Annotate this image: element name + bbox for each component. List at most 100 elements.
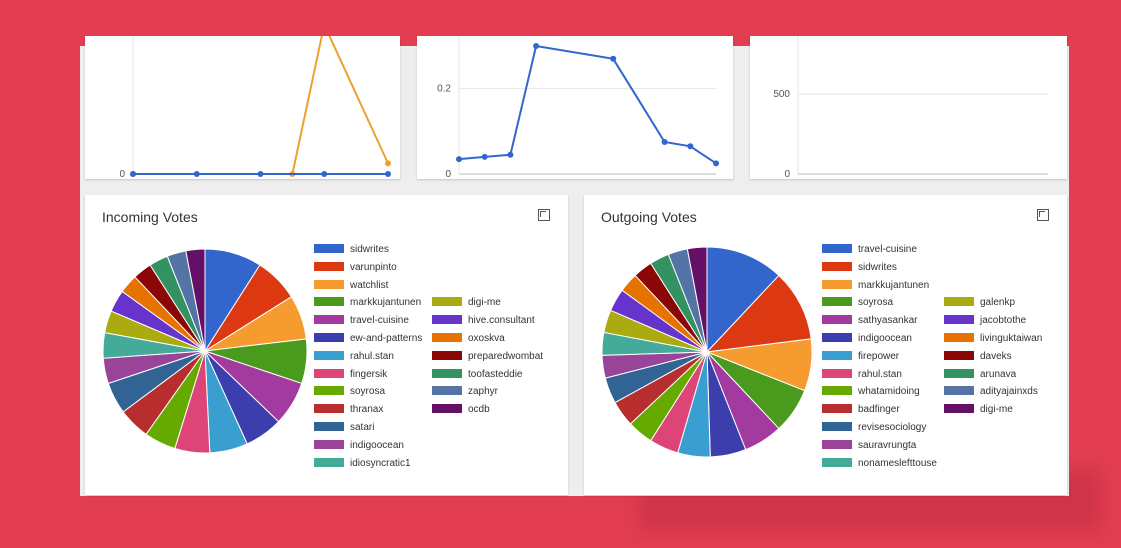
legend-swatch: [314, 404, 344, 414]
legend-label: idiosyncratic1: [350, 457, 411, 469]
expand-icon[interactable]: [1037, 209, 1049, 221]
legend-label: hive.consultant: [468, 315, 535, 327]
legend-item: soyrosa: [822, 297, 893, 308]
data-point: [507, 151, 514, 158]
incoming-votes-card: Incoming Votes sidwrites varunpinto watchl…: [85, 195, 568, 495]
legend-swatch: [432, 368, 462, 378]
legend-item: indigoocean: [822, 333, 912, 344]
legend-label: digi-me: [468, 297, 501, 309]
outgoing-votes-pie: [601, 246, 813, 458]
legend-item: sauravrungta: [822, 439, 917, 451]
legend-label: toofasteddie: [468, 368, 523, 380]
legend-item: livinguktaiwan: [944, 333, 1042, 344]
legend-item: firepower: [822, 350, 899, 362]
legend-swatch: [314, 244, 344, 253]
legend-swatch: [944, 404, 974, 414]
legend-swatch: [314, 350, 344, 360]
legend-label: galenkp: [980, 297, 1016, 309]
legend-swatch: [822, 439, 852, 449]
legend-label: rahul.stan: [858, 368, 902, 380]
data-point: [661, 139, 668, 145]
legend-item: rahul.stan: [314, 350, 394, 362]
data-point: [533, 43, 540, 49]
legend-swatch: [314, 333, 344, 342]
legend-label: oxoskva: [468, 333, 505, 344]
legend-swatch: [944, 386, 974, 396]
series-line: [133, 36, 389, 175]
legend-item: digi-me: [944, 404, 1013, 415]
legend-swatch: [432, 333, 462, 342]
data-point: [321, 171, 328, 177]
legend-item: fingersik: [314, 368, 387, 380]
legend-swatch: [822, 350, 852, 360]
legend-label: travel-cuisine: [350, 315, 409, 327]
legend-label: varunpinto: [350, 261, 397, 273]
legend-swatch: [314, 439, 344, 449]
legend-swatch: [314, 386, 344, 396]
legend-swatch: [314, 422, 344, 431]
legend-swatch: [822, 404, 852, 414]
outgoing-votes-title: Outgoing Votes: [601, 209, 697, 225]
legend-label: indigoocean: [858, 333, 912, 344]
data-point: [481, 153, 488, 160]
legend-label: thranax: [350, 404, 384, 416]
legend-swatch: [432, 297, 462, 307]
legend-swatch: [944, 368, 974, 378]
data-point: [610, 55, 617, 62]
expand-icon[interactable]: [538, 209, 550, 221]
legend-item: thranax: [314, 404, 383, 415]
legend-label: digi-me: [980, 404, 1013, 416]
dashboard-panel: 0Apr 24Apr 27Apr 30 00.2Apr 23Apr 26Apr …: [80, 36, 1069, 496]
legend-label: whatamidoing: [858, 386, 920, 398]
legend-label: sidwrites: [858, 261, 897, 273]
legend-swatch: [822, 422, 852, 431]
incoming-votes-title: Incoming Votes: [102, 209, 198, 225]
legend-item: arunava: [944, 368, 1016, 380]
legend-label: sauravrungta: [858, 439, 917, 451]
legend-swatch: [822, 279, 852, 289]
legend-swatch: [432, 404, 462, 414]
legend-item: travel-cuisine: [822, 244, 917, 255]
legend-item: hive.consultant: [432, 315, 535, 326]
legend-item: toofasteddie: [432, 368, 523, 380]
legend-label: badfinger: [858, 404, 900, 416]
legend-label: ew-and-patterns: [350, 333, 423, 344]
legend-swatch: [822, 297, 852, 307]
legend-swatch: [944, 333, 974, 342]
legend-label: satari: [350, 422, 375, 433]
legend-swatch: [314, 457, 344, 467]
data-point: [385, 160, 391, 167]
legend-label: soyrosa: [858, 297, 894, 309]
legend-item: daveks: [944, 350, 1012, 362]
legend-label: nonameslefttouse: [858, 457, 937, 469]
legend-item: sathyasankar: [822, 315, 917, 326]
legend-label: jacobtothe: [980, 315, 1027, 327]
legend-swatch: [944, 350, 974, 360]
legend-label: adityajainxds: [980, 386, 1038, 398]
legend-label: soyrosa: [350, 386, 386, 398]
legend-item: idiosyncratic1: [314, 457, 411, 469]
data-point: [257, 171, 264, 177]
legend-label: travel-cuisine: [858, 244, 917, 255]
legend-item: markkujantunen: [314, 297, 421, 308]
line-chart-3: 0500Apr 23Apr 26Apr 29May 2: [773, 36, 1048, 179]
legend-swatch: [822, 386, 852, 396]
legend-swatch: [314, 261, 344, 271]
legend-item: whatamidoing: [822, 386, 920, 397]
legend-item: digi-me: [432, 297, 501, 308]
pie-slice: [706, 246, 780, 354]
legend-swatch: [944, 315, 974, 325]
legend-label: sidwrites: [350, 244, 389, 255]
legend-item: sidwrites: [314, 244, 389, 255]
legend-label: ocdb: [468, 404, 490, 416]
y-tick-label: 0: [784, 169, 790, 179]
y-tick-label: 500: [773, 89, 790, 100]
legend-item: watchlist: [314, 279, 388, 291]
legend-swatch: [314, 297, 344, 307]
legend-item: rahul.stan: [822, 368, 902, 380]
legend-item: satari: [314, 422, 374, 433]
legend-label: sathyasankar: [858, 315, 918, 327]
legend-item: zaphyr: [432, 386, 498, 397]
legend-item: indigoocean: [314, 439, 404, 451]
legend-item: varunpinto: [314, 261, 397, 273]
